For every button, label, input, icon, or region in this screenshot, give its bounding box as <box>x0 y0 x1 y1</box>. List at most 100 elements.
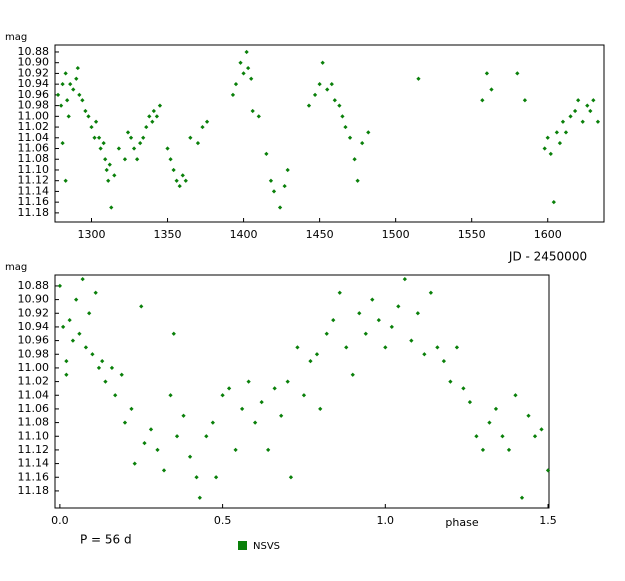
data-point <box>545 468 551 473</box>
y-tick-label: 11.12 <box>18 443 50 456</box>
x-tick-label: 1450 <box>306 228 334 241</box>
data-point <box>195 141 201 146</box>
data-point <box>80 98 85 103</box>
data-point <box>389 324 394 330</box>
data-point <box>595 119 601 124</box>
legend-swatch <box>238 541 247 550</box>
data-point <box>168 393 173 398</box>
data-point <box>86 114 91 119</box>
data-point <box>249 76 254 81</box>
data-point <box>92 135 97 140</box>
data-point <box>288 475 294 480</box>
data-point <box>204 434 209 439</box>
data-point <box>125 130 131 135</box>
data-point <box>135 157 140 162</box>
data-point <box>122 420 128 425</box>
data-point <box>306 103 312 108</box>
data-point <box>77 331 82 336</box>
y-tick-label: 11.08 <box>18 152 50 165</box>
data-point <box>239 406 245 412</box>
data-point <box>141 135 146 140</box>
data-point <box>107 162 112 167</box>
data-point <box>332 98 337 103</box>
data-point <box>467 399 473 405</box>
data-point <box>580 119 585 124</box>
data-point <box>171 167 176 173</box>
y-tick-label: 11.14 <box>18 457 50 470</box>
data-point <box>344 345 349 350</box>
data-point <box>585 103 590 108</box>
data-point <box>554 130 559 135</box>
data-point <box>441 358 447 364</box>
data-point <box>180 173 185 178</box>
data-point <box>343 124 348 130</box>
data-point <box>448 379 453 384</box>
data-point <box>402 276 407 282</box>
data-point <box>77 92 82 98</box>
y-axis-label: mag <box>5 262 27 273</box>
data-point <box>60 82 65 87</box>
data-point <box>350 372 355 377</box>
y-tick-label: 11.16 <box>18 470 50 483</box>
data-point <box>301 393 307 398</box>
data-point <box>253 420 258 425</box>
data-point <box>246 65 251 71</box>
data-point <box>148 427 154 432</box>
y-tick-label: 11.02 <box>18 120 50 133</box>
data-point <box>90 352 95 357</box>
data-point <box>487 420 492 425</box>
y-axis-label: mag <box>5 32 27 43</box>
data-point <box>93 119 99 124</box>
data-point <box>103 379 108 384</box>
data-point <box>312 92 318 98</box>
data-point <box>104 167 109 173</box>
data-point <box>340 114 345 119</box>
data-point <box>116 146 121 151</box>
data-point <box>96 365 102 371</box>
y-tick-label: 11.04 <box>18 131 50 144</box>
data-point <box>119 372 124 377</box>
data-point <box>200 124 205 130</box>
y-tick-label: 11.16 <box>18 195 50 208</box>
data-point <box>355 178 360 183</box>
x-tick-label: 1300 <box>77 228 105 241</box>
data-point <box>150 119 155 124</box>
y-tick-label: 10.88 <box>18 279 50 292</box>
y-tick-label: 10.88 <box>18 45 50 58</box>
data-point <box>363 331 368 336</box>
data-point <box>454 345 460 350</box>
data-point <box>157 103 163 108</box>
data-point <box>58 103 64 108</box>
x-tick-label: 0.0 <box>51 514 69 527</box>
y-tick-label: 11.12 <box>18 174 50 187</box>
data-point <box>197 495 202 500</box>
data-point <box>147 114 152 119</box>
data-point <box>563 130 569 135</box>
data-point <box>551 200 556 205</box>
data-point <box>67 317 72 323</box>
data-point <box>57 283 63 289</box>
data-point <box>560 119 566 124</box>
y-tick-label: 11.00 <box>18 109 50 122</box>
data-point <box>376 317 381 323</box>
data-point <box>154 114 160 119</box>
data-point <box>329 82 334 87</box>
data-point <box>55 92 61 98</box>
data-point <box>337 103 342 108</box>
data-point <box>64 358 69 364</box>
data-point <box>177 183 182 189</box>
data-point <box>272 386 277 391</box>
data-point <box>129 406 134 412</box>
y-tick-label: 10.96 <box>18 334 50 347</box>
data-point <box>461 386 466 391</box>
data-point <box>506 447 512 453</box>
data-point <box>542 146 547 151</box>
data-point <box>83 108 88 114</box>
data-point <box>194 475 199 480</box>
y-tick-label: 11.02 <box>18 375 50 388</box>
plot-frame <box>54 274 550 509</box>
data-point <box>183 178 188 183</box>
data-point <box>103 157 108 162</box>
data-point <box>131 146 137 151</box>
data-point <box>155 447 160 453</box>
